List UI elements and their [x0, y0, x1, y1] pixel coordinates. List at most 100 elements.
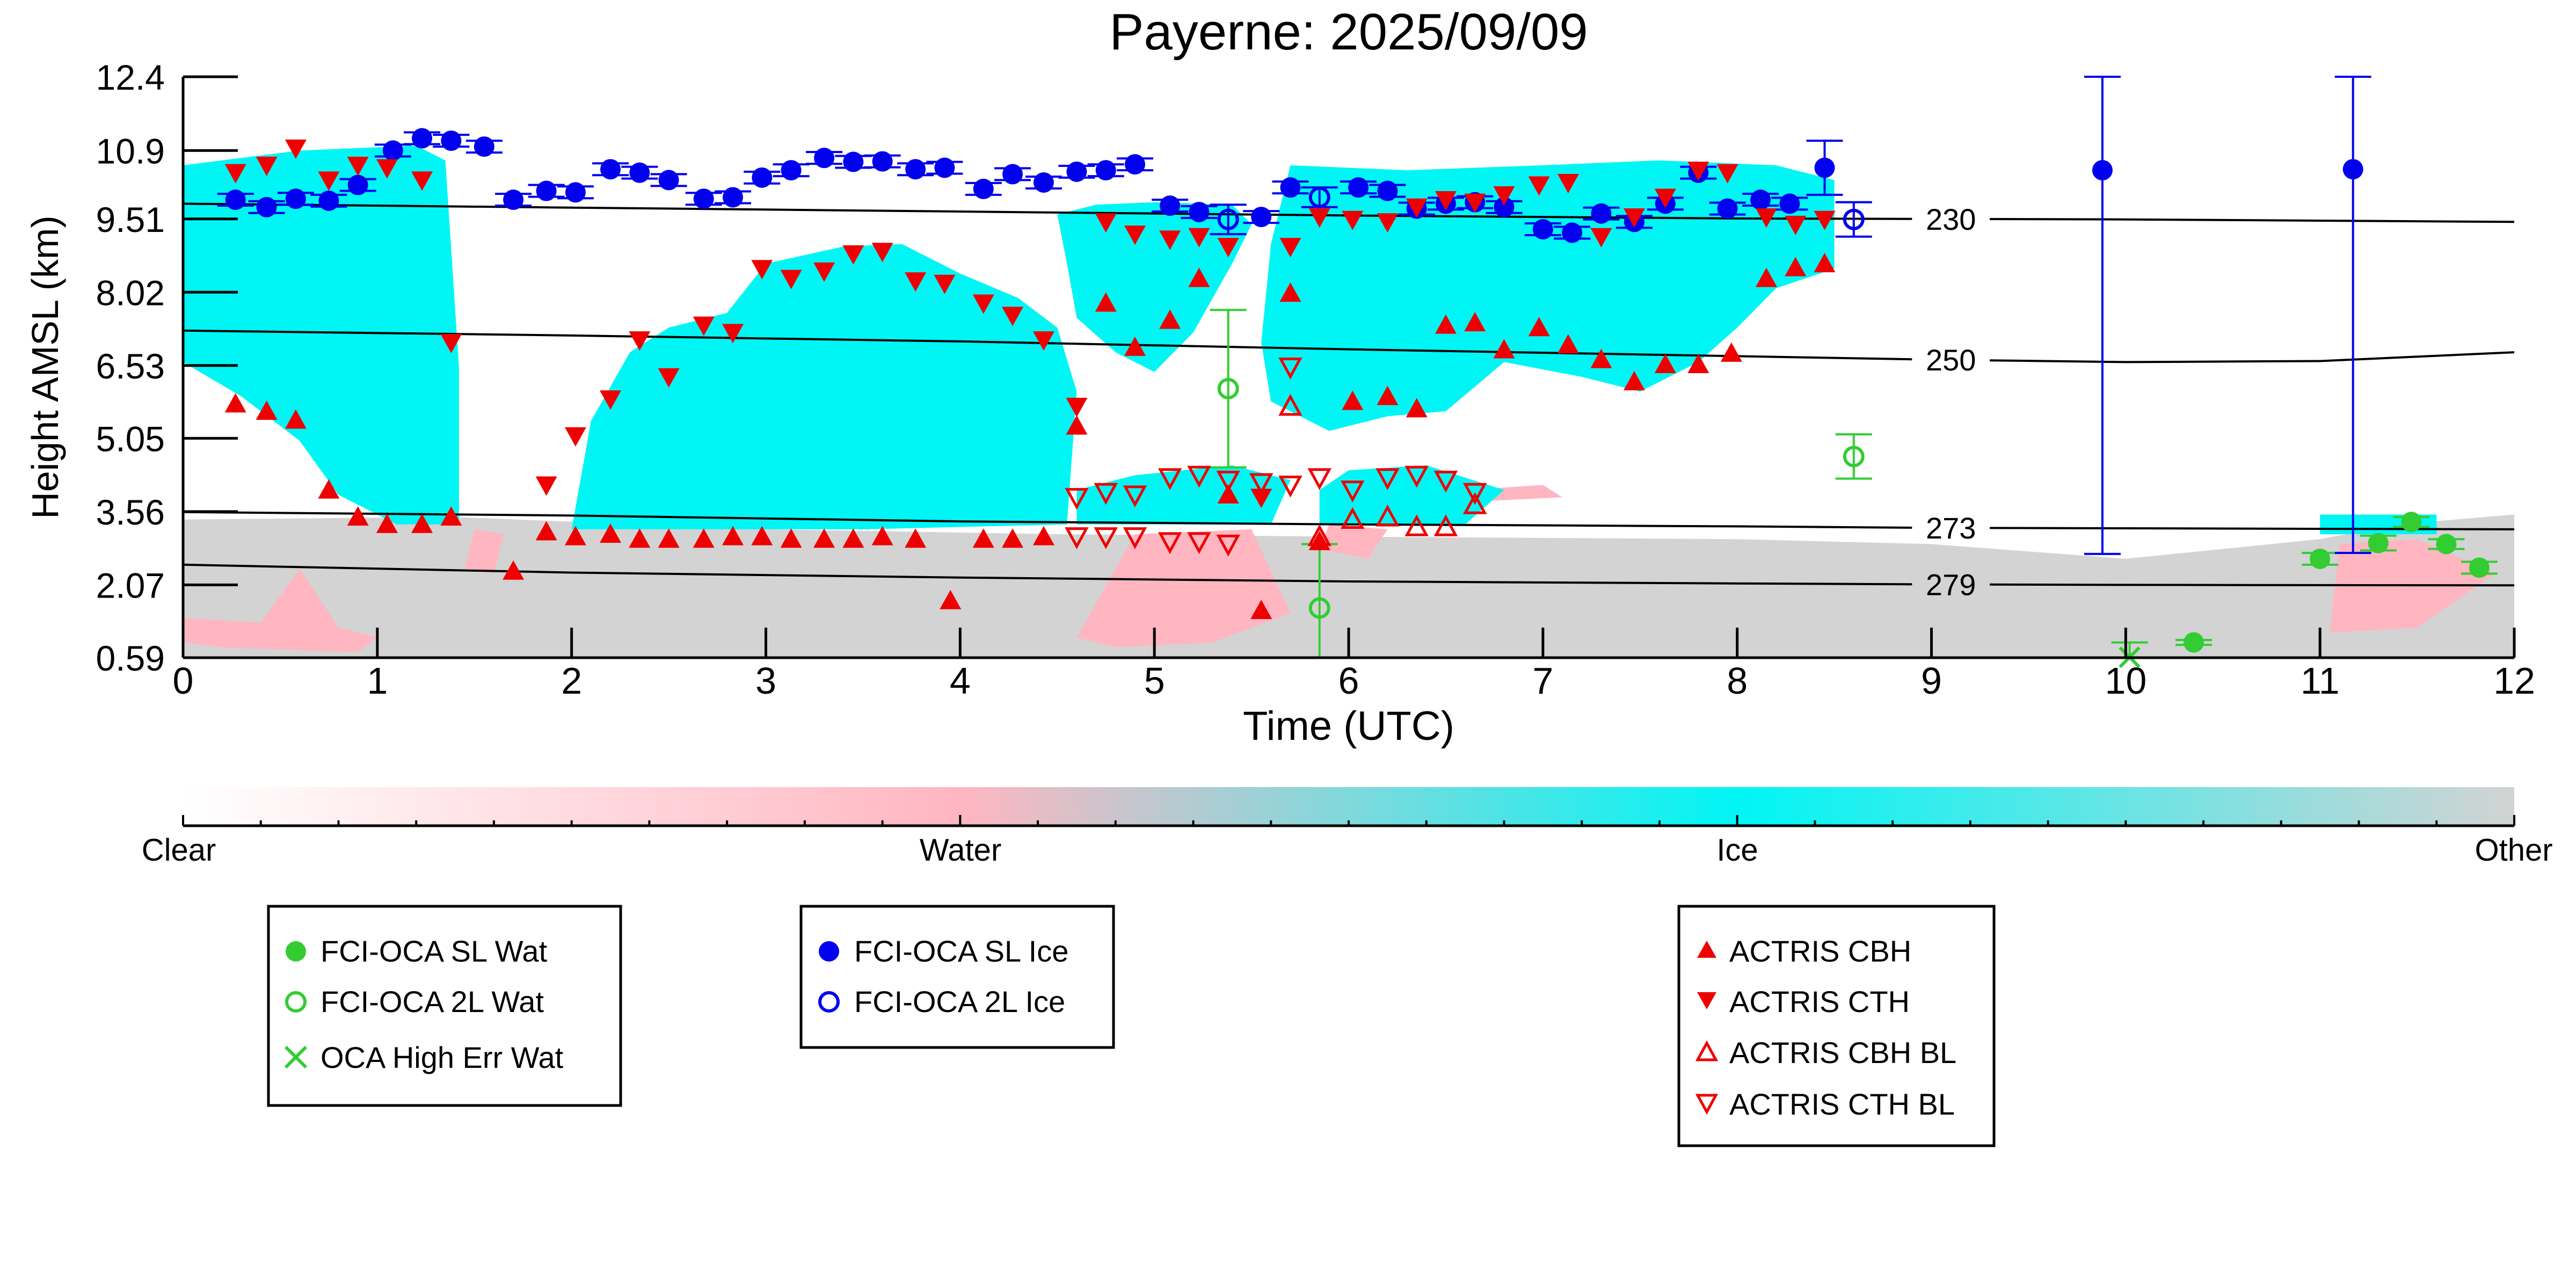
marker-actris-cbh	[842, 528, 864, 548]
marker-actris-cbh-bl	[1376, 504, 1400, 527]
marker-actris-cth	[1406, 198, 1428, 218]
marker-actris-cth	[411, 171, 433, 191]
marker-actris-cbh	[972, 528, 994, 548]
marker-actris-cbh	[347, 506, 369, 526]
marker-actris-cth	[256, 156, 278, 176]
marker-actris-cbh	[1159, 309, 1181, 329]
marker-fci-oca-sl-ice	[2092, 160, 2113, 181]
marker-actris-cth-bl	[1405, 465, 1429, 488]
legend-cbh-marker	[1697, 941, 1716, 958]
x-tick-label: 5	[1144, 660, 1165, 702]
colorbar: Clear Water Ice Other	[142, 787, 2553, 868]
marker-actris-cth	[722, 324, 744, 344]
marker-actris-cth	[1528, 176, 1550, 196]
curtain-ice-c	[1057, 202, 1252, 372]
marker-fci-oca-sl-ice	[536, 180, 557, 201]
marker-actris-cth-bl	[1065, 527, 1089, 549]
marker-fci-oca-sl-ice	[872, 151, 893, 172]
marker-fci-oca-sl-ice	[474, 136, 494, 157]
marker-actris-cbh-bl	[1341, 507, 1365, 529]
marker-fci-oca-sl-ice	[225, 190, 246, 210]
y-tick-label: 6.53	[96, 346, 165, 386]
curtain-water-patch-b	[464, 529, 504, 574]
marker-fci-oca-sl-ice	[382, 140, 403, 161]
marker-actris-cth	[905, 272, 927, 292]
legend-sl-wat-marker	[286, 941, 306, 962]
marker-actris-cth-bl	[1094, 527, 1118, 549]
marker-fci-oca-2l-wat	[1843, 446, 1865, 468]
isotherm-label: 250	[1926, 343, 1976, 377]
y-tick-label: 8.02	[96, 273, 165, 312]
legend-2l-wat-label: FCI-OCA 2L Wat	[321, 985, 544, 1018]
marker-fci-oca-2l-wat	[1308, 597, 1330, 619]
marker-actris-cth	[376, 159, 398, 179]
x-tick-label: 3	[755, 660, 776, 702]
marker-fci-oca-sl-ice	[752, 167, 773, 188]
marker-actris-cth-bl	[1123, 485, 1147, 507]
marker-fci-oca-sl-ice	[1814, 157, 1835, 178]
marker-actris-cth	[780, 270, 802, 289]
marker-fci-oca-sl-ice	[2342, 159, 2363, 180]
marker-actris-cth-bl	[1278, 475, 1302, 498]
legend-sl-wat-label: FCI-OCA SL Wat	[321, 934, 548, 968]
marker-fci-oca-sl-ice	[1189, 201, 1210, 222]
colorbar-label-clear: Clear	[142, 833, 216, 868]
marker-fci-oca-sl-ice	[1532, 219, 1553, 240]
marker-fci-oca-sl-ice	[905, 159, 926, 180]
marker-fci-oca-2l-ice	[1308, 186, 1330, 208]
isotherm-line-250	[183, 329, 1912, 361]
x-axis-label: Time (UTC)	[1243, 703, 1454, 749]
chart-title: Payerne: 2025/09/09	[1109, 3, 1588, 61]
marker-actris-cbh	[905, 528, 927, 548]
marker-actris-cth-bl	[1094, 483, 1118, 505]
marker-actris-cbh	[871, 526, 893, 545]
marker-actris-cth-bl	[1187, 465, 1211, 488]
marker-fci-oca-sl-ice	[318, 190, 339, 211]
marker-actris-cbh	[780, 528, 802, 548]
isotherm-label: 230	[1926, 202, 1976, 236]
legend-actris: ACTRIS CBH ACTRIS CTH ACTRIS CBH BL ACTR…	[1677, 905, 1996, 1147]
legend-cbh-label: ACTRIS CBH	[1729, 934, 1911, 968]
marker-actris-cth	[600, 390, 622, 410]
marker-actris-cth-bl	[1307, 468, 1331, 490]
isotherm-line-279	[1990, 583, 2515, 587]
curtain-ice-e	[1261, 160, 1835, 431]
y-tick-group: 0.59 2.07 3.56 5.05 6.53 8.02 9.51 10.9 12.4	[96, 57, 238, 678]
marker-actris-cth	[1002, 307, 1024, 326]
marker-actris-cth	[1124, 225, 1146, 245]
marker-fci-oca-sl-wat	[2436, 534, 2457, 555]
marker-actris-cbh	[1342, 390, 1364, 410]
marker-fci-oca-sl-ice	[256, 197, 277, 217]
marker-actris-cbh	[1377, 385, 1399, 405]
curtain-ice-b	[571, 244, 1077, 529]
marker-actris-cth-bl	[1123, 527, 1147, 549]
marker-actris-cbh	[1435, 314, 1457, 334]
marker-actris-cth	[871, 243, 893, 263]
marker-actris-cbh-bl	[1278, 394, 1302, 416]
x-tick-label: 0	[173, 660, 194, 702]
marker-actris-cth	[1687, 162, 1709, 181]
marker-fci-oca-sl-ice	[722, 187, 743, 208]
marker-actris-cth	[1464, 193, 1486, 213]
marker-actris-cth	[1623, 208, 1645, 228]
marker-actris-cbh	[440, 506, 462, 526]
marker-actris-cbh	[1188, 267, 1210, 287]
marker-actris-cbh	[224, 393, 246, 413]
marker-actris-cbh	[940, 590, 962, 609]
marker-actris-cth	[1493, 186, 1515, 206]
marker-actris-cbh-bl	[1405, 514, 1429, 536]
marker-actris-cth	[1755, 208, 1777, 228]
legend-cth-bl-marker	[1695, 1094, 1719, 1115]
marker-actris-cth	[842, 245, 864, 265]
marker-fci-oca-sl-ice	[1066, 161, 1087, 182]
colorbar-gradient	[183, 787, 2514, 826]
marker-fci-oca-sl-ice	[503, 190, 524, 210]
marker-actris-cth	[1814, 210, 1836, 230]
colorbar-tick-group	[182, 815, 2515, 826]
marker-fci-oca-sl-ice	[1160, 195, 1181, 216]
marker-actris-cbh	[1557, 334, 1579, 354]
marker-actris-cth-bl	[1376, 468, 1400, 490]
isotherm-line-273	[1990, 527, 2515, 530]
legend-2l-ice-label: FCI-OCA 2L Ice	[854, 985, 1065, 1018]
